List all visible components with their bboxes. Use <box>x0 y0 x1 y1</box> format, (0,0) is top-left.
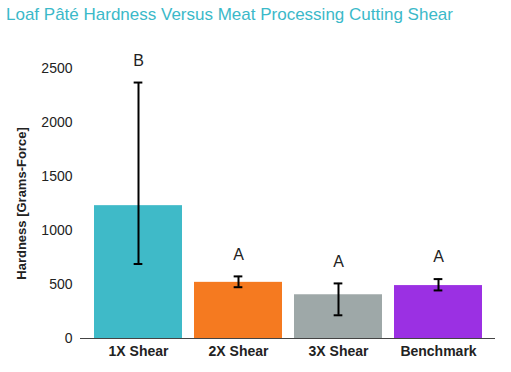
html-text:Loaf Pâté Hardness Versus Meat: Loaf Pâté Hardness Versus Meat Processin… <box>6 5 453 24</box>
svg-text:1X Shear: 1X Shear <box>109 343 169 359</box>
svg-text:0: 0 <box>65 330 73 346</box>
svg-text:1500: 1500 <box>41 168 72 184</box>
svg-text:B: B <box>133 52 144 69</box>
svg-text:2500: 2500 <box>41 60 72 76</box>
svg-text:2000: 2000 <box>41 114 72 130</box>
svg-text:1000: 1000 <box>41 222 72 238</box>
svg-text:Benchmark: Benchmark <box>400 343 476 359</box>
svg-text:A: A <box>333 253 344 270</box>
svg-text:2X Shear: 2X Shear <box>209 343 269 359</box>
svg-text:3X Shear: 3X Shear <box>309 343 369 359</box>
svg-text:500: 500 <box>49 276 73 292</box>
svg-text:A: A <box>233 246 244 263</box>
svg-text:Hardness [Grams-Force]: Hardness [Grams-Force] <box>14 127 29 279</box>
svg-text:A: A <box>433 248 444 265</box>
